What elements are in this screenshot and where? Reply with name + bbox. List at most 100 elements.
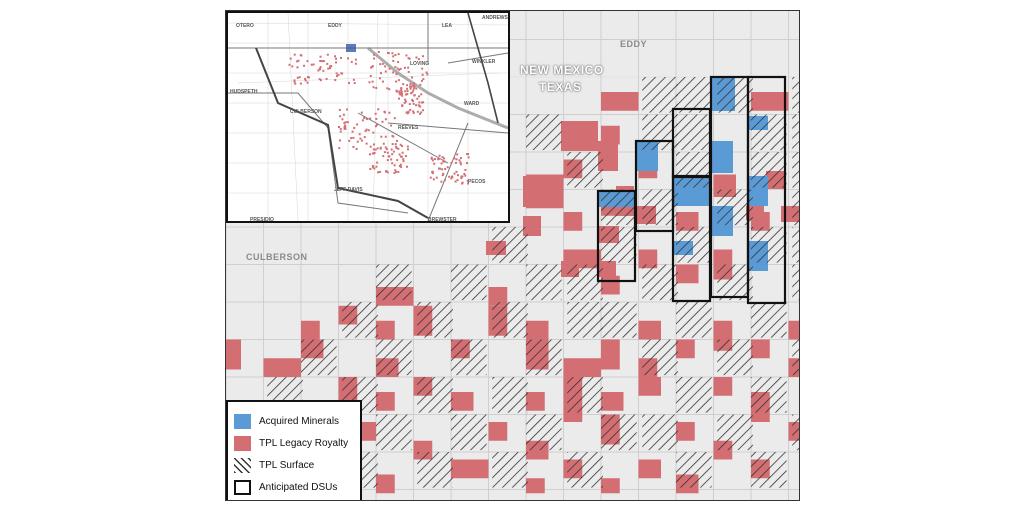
legend-item-acquired-minerals: Acquired Minerals	[234, 410, 354, 432]
surface-parcel	[792, 189, 799, 226]
royalty-parcel	[226, 339, 241, 370]
legend-item-tpl-surface: TPL Surface	[234, 454, 354, 476]
royalty-parcel	[638, 249, 658, 269]
surface-parcel	[601, 414, 637, 451]
surface-parcel	[492, 452, 528, 488]
surface-parcel	[526, 114, 562, 151]
inset-label-winkler: WINKLER	[472, 59, 496, 65]
royalty-parcel	[451, 459, 489, 479]
surface-parcel	[301, 339, 337, 376]
legend-item-anticipated-dsus: Anticipated DSUs	[234, 476, 354, 498]
surface-parcel	[417, 377, 453, 413]
state-label-new-mexico: NEW MEXICO	[520, 63, 604, 77]
surface-parcel	[751, 227, 787, 263]
surface-parcel	[526, 414, 562, 451]
royalty-parcel	[563, 212, 583, 231]
surface-parcel	[792, 339, 799, 376]
surface-parcel	[567, 152, 603, 188]
surface-parcel	[792, 264, 799, 301]
inset-label-eddy: EDDY	[328, 23, 342, 29]
surface-parcel	[567, 302, 603, 338]
surface-parcel	[642, 77, 678, 113]
surface-parcel	[792, 414, 799, 451]
dsu-outline	[746, 75, 787, 305]
surface-parcel	[642, 339, 678, 376]
surface-parcel	[642, 414, 678, 451]
surface-parcel	[676, 77, 712, 113]
royalty-parcel	[638, 320, 661, 340]
surface-parcel	[601, 189, 637, 226]
surface-parcel	[567, 377, 603, 413]
swatch-outline-icon	[234, 479, 251, 495]
surface-parcel	[417, 452, 453, 488]
surface-parcel	[676, 114, 712, 151]
surface-parcel	[451, 264, 487, 301]
surface-parcel	[717, 414, 753, 451]
royalty-parcel	[526, 392, 545, 411]
surface-parcel	[751, 452, 787, 488]
royalty-parcel	[713, 377, 733, 396]
state-label-texas: TEXAS	[539, 80, 582, 94]
inset-label-presidio: PRESIDIO	[250, 217, 274, 223]
surface-parcel	[526, 264, 562, 301]
royalty-parcel	[523, 176, 560, 207]
surface-parcel	[676, 302, 712, 338]
inset-label-ward: WARD	[464, 101, 480, 107]
inset-label-loving: LOVING	[410, 61, 430, 67]
surface-parcel	[526, 339, 562, 376]
surface-parcel	[492, 302, 528, 338]
royalty-parcel	[601, 275, 620, 295]
inset-label-andrews: ANDREWS	[482, 15, 508, 21]
inset-label-brewster: BREWSTER	[428, 217, 457, 223]
royalty-parcel	[601, 339, 620, 370]
surface-parcel	[676, 377, 712, 413]
swatch-royalty-icon	[234, 435, 251, 451]
royalty-parcel	[601, 392, 624, 411]
inset-label-culberson: CULBERSON	[290, 109, 322, 115]
surface-parcel	[751, 114, 787, 151]
royalty-parcel	[751, 92, 789, 111]
royalty-parcel	[488, 287, 508, 306]
dsu-layer	[596, 75, 787, 305]
surface-parcel	[451, 339, 487, 376]
royalty-parcel	[376, 320, 395, 340]
acquired-parcel	[711, 141, 733, 173]
legend-label: Acquired Minerals	[259, 415, 340, 427]
royalty-parcel	[601, 92, 639, 111]
royalty-parcel	[488, 422, 508, 441]
map-frame: EDDY CULBERSON NEW MEXICO TEXAS	[225, 10, 800, 501]
royalty-parcel	[638, 459, 661, 479]
inset-label-jeff-davis: JEFF DAVIS	[334, 187, 363, 193]
royalty-parcel	[563, 358, 601, 377]
surface-parcel	[751, 152, 787, 188]
surface-parcel	[376, 339, 412, 376]
royalty-parcel	[451, 392, 474, 411]
royalty-parcel	[676, 422, 695, 441]
royalty-parcel	[638, 377, 661, 396]
surface-parcel	[792, 152, 799, 188]
surface-parcel	[451, 414, 487, 451]
inset-label-reeves: REEVES	[398, 125, 419, 131]
royalty-parcel	[676, 339, 695, 359]
royalty-parcel	[751, 339, 770, 359]
surface-parcel	[792, 227, 799, 263]
surface-parcel	[751, 377, 787, 413]
surface-parcel	[676, 452, 712, 488]
inset-label-hudspeth: HUDSPETH	[230, 89, 258, 95]
legend-label: Anticipated DSUs	[259, 481, 338, 493]
royalty-parcel	[598, 141, 618, 171]
royalty-parcel	[263, 358, 301, 377]
inset-map: OTERO EDDY LEA ANDREWS WINKLER LOVING HU…	[226, 11, 510, 223]
royalty-parcel	[788, 320, 799, 340]
surface-parcel	[601, 227, 637, 263]
surface-parcel	[601, 302, 637, 338]
inset-label-lea: LEA	[442, 23, 452, 29]
surface-parcel	[751, 302, 787, 338]
inset-label-otero: OTERO	[236, 23, 254, 29]
royalty-parcel	[376, 392, 395, 411]
surface-parcel	[717, 339, 753, 376]
surface-parcel	[376, 414, 412, 451]
surface-parcel	[792, 114, 799, 151]
inset-label-pecos: PECOS	[468, 179, 486, 185]
royalty-parcel	[676, 212, 699, 231]
